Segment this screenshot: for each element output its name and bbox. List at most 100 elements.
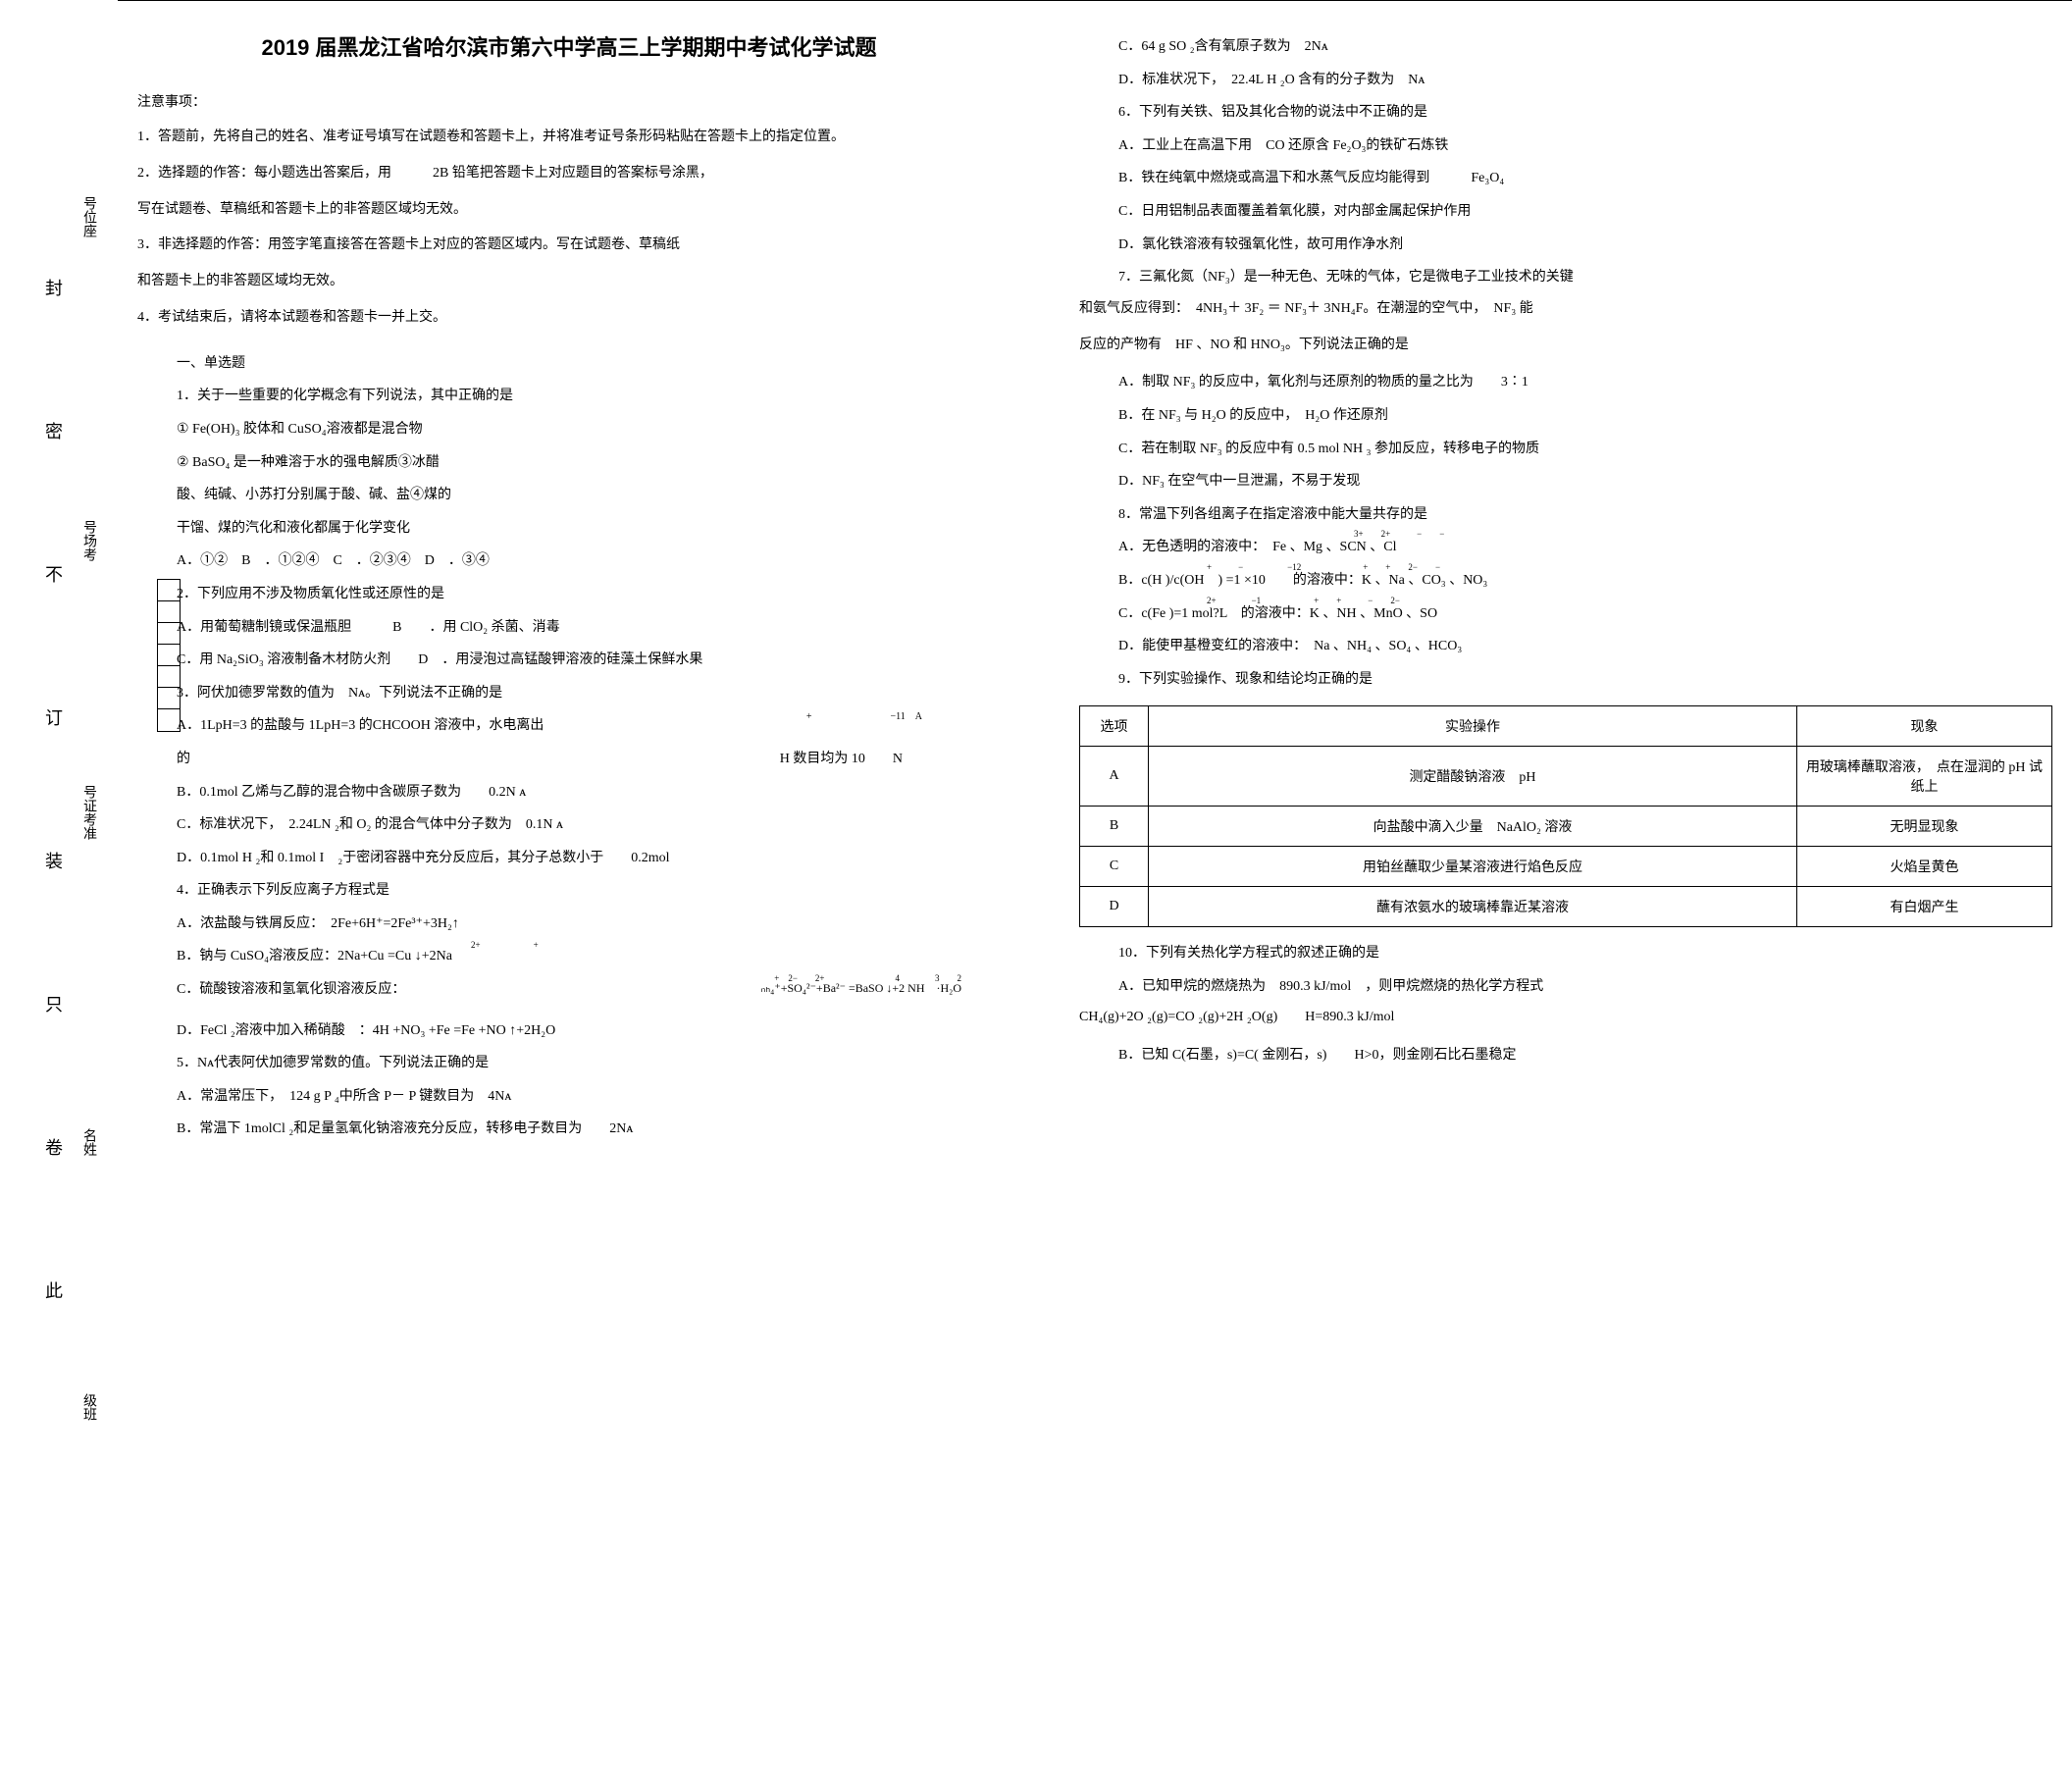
binding-char: 封 (45, 275, 63, 300)
cell: A (1080, 747, 1149, 807)
q5-opt: A．常温常压下， 124 g P ₄中所含 P－ P 键数目为 4Nᴀ (137, 1080, 1001, 1114)
class-label: 级班 (78, 1393, 98, 1421)
seat-label: 号位座 (78, 196, 98, 237)
q2-stem: 2．下列应用不涉及物质氧化性或还原性的是 (137, 578, 1001, 611)
th-operation: 实验操作 (1149, 706, 1797, 747)
page-container: 封 密 不 订 装 只 卷 此 号位座 号场考 号证考准 名姓 级班 2019 … (0, 0, 2072, 1770)
table-row: C 用铂丝蘸取少量某溶液进行焰色反应 火焰呈黄色 (1080, 847, 2052, 887)
binding-char: 此 (45, 1277, 63, 1303)
binding-column: 封 密 不 订 装 只 卷 此 (39, 0, 69, 1770)
q7-opt: B．在 NF₃ 与 H₂O 的反应中， H₂O 作还原剂 (1079, 399, 2052, 433)
exam-title: 2019 届黑龙江省哈尔滨市第六中学高三上学期期中考试化学试题 (137, 30, 1001, 62)
q8c-sup: 2+ −1 + + − 2− (1207, 594, 1400, 606)
q7-opt: A．制取 NF₃ 的反应中，氧化剂与还原剂的物质的量之比为 3∶1 (1079, 366, 2052, 399)
q3-sup: + −11 A (767, 705, 922, 729)
cell: 无明显现象 (1797, 807, 2052, 847)
q8-stem: 8．常温下列各组离子在指定溶液中能大量共存的是 (1079, 498, 2052, 532)
q8-opt: A．无色透明的溶液中： Fe 、Mg 、SCN 、Cl (1079, 531, 2052, 564)
q4-opt: B．钠与 CuSO₄溶液反应：2Na+Cu =Cu ↓+2Na (137, 940, 1001, 973)
q7-opt: C．若在制取 NF₃ 的反应中有 0.5 mol NH ₃ 参加反应，转移电子的… (1079, 433, 2052, 466)
cell: 火焰呈黄色 (1797, 847, 2052, 887)
q5-opt: B．常温下 1molCl ₂和足量氢氧化钠溶液充分反应，转移电子数目为 2Nᴀ (137, 1113, 1001, 1146)
cell: 用铂丝蘸取少量某溶液进行焰色反应 (1149, 847, 1797, 887)
q10-stem: 10．下列有关热化学方程式的叙述正确的是 (1079, 937, 2052, 970)
q8b-sup: + − −12 + + 2− − (1207, 560, 1440, 573)
section-heading: 一、单选题 (137, 347, 1001, 381)
notice-line: 写在试题卷、草稿纸和答题卡上的非答题区域均无效。 (137, 195, 1001, 226)
notice-line: 3．非选择题的作答：用签字笔直接答在答题卡上对应的答题区域内。写在试题卷、草稿纸 (137, 231, 1001, 261)
q10-eq: CH₄(g)+2O ₂(g)=CO ₂(g)+2H ₂O(g) H=890.3 … (1079, 1003, 2052, 1033)
q6-opt: C．日用铝制品表面覆盖着氧化膜，对内部金属起保护作用 (1079, 195, 2052, 229)
q10-opt: A．已知甲烷的燃烧热为 890.3 kJ/mol ，则甲烷燃烧的热化学方程式 (1079, 970, 2052, 1004)
notice-line: 和答题卡上的非答题区域均无效。 (137, 267, 1001, 297)
q7-stem: 和氨气反应得到： 4NH₃＋ 3F₂ ＝ NF₃＋ 3NH₄F。在潮湿的空气中，… (1079, 294, 2052, 325)
table-row: B 向盐酸中滴入少量 NaAlO₂ 溶液 无明显现象 (1080, 807, 2052, 847)
id-label: 号证考准 (78, 785, 98, 840)
q4-opt: D．FeCl ₂溶液中加入稀硝酸 ：4H +NO₃ +Fe =Fe +NO ↑+… (137, 1015, 1001, 1048)
q10-opt: B．已知 C(石墨，s)=C( 金刚石，s) H>0，则金刚石比石墨稳定 (1079, 1039, 2052, 1072)
binding-char: 订 (45, 704, 63, 730)
cell: 用玻璃棒蘸取溶液， 点在湿润的 pH 试纸上 (1797, 747, 2052, 807)
room-label: 号场考 (78, 520, 98, 561)
q3-stem: 3．阿伏加德罗常数的值为 Nᴀ。下列说法不正确的是 (137, 677, 1001, 710)
th-phenomenon: 现象 (1797, 706, 2052, 747)
binding-char: 不 (45, 561, 63, 587)
table-row: A 测定醋酸钠溶液 pH 用玻璃棒蘸取溶液， 点在湿润的 pH 试纸上 (1080, 747, 2052, 807)
q3-opt-cont: 的 H 数目均为 10 N (137, 743, 1001, 776)
q6-opt: B．铁在纯氧中燃烧或高温下和水蒸气反应均能得到 Fe₃O₄ (1079, 162, 2052, 195)
cell: B (1080, 807, 1149, 847)
q4c-sup: + 2− 2+ 4 3 2 (774, 971, 961, 984)
q3a2: 的 (177, 743, 190, 776)
q1-item: 干馏、煤的汽化和液化都属于化学变化 (137, 512, 1001, 546)
notice-line: 2．选择题的作答：每小题选出答案后，用 2B 铅笔把答题卡上对应题目的答案标号涂… (137, 159, 1001, 189)
q4-stem: 4．正确表示下列反应离子方程式是 (137, 874, 1001, 908)
q5-opt: D．标准状况下， 22.4L H ₂O 含有的分子数为 Nᴀ (1079, 64, 2052, 97)
notice-heading: 注意事项： (137, 91, 1001, 111)
table-header-row: 选项 实验操作 现象 (1080, 706, 2052, 747)
q4-opt: A．浓盐酸与铁屑反应： 2Fe+6H⁺=2Fe³⁺+3H₂↑ (137, 908, 1001, 941)
left-binding-margin: 封 密 不 订 装 只 卷 此 号位座 号场考 号证考准 名姓 级班 (0, 0, 118, 1770)
q3-opt: B．0.1mol 乙烯与乙醇的混合物中含碳原子数为 0.2N ᴀ (137, 776, 1001, 809)
q4b-sup: 2+ + (471, 938, 539, 951)
q7-stem: 7．三氟化氮（NF₃）是一种无色、无味的气体，它是微电子工业技术的关键 (1079, 261, 2052, 294)
q8a-sup: 3+ 2+ − − (1354, 527, 1444, 540)
cell: D (1080, 887, 1149, 927)
table-row: D 蘸有浓氨水的玻璃棒靠近某溶液 有白烟产生 (1080, 887, 2052, 927)
notice-line: 1．答题前，先将自己的姓名、准考证号填写在试题卷和答题卡上，并将准考证号条形码粘… (137, 123, 1001, 153)
q6-opt: D．氯化铁溶液有较强氧化性，故可用作净水剂 (1079, 229, 2052, 262)
label-column: 号位座 号场考 号证考准 名姓 级班 (78, 0, 118, 1770)
q1-item: ② BaSO₄ 是一种难溶于水的强电解质③冰醋 (137, 446, 1001, 480)
q1-item: 酸、纯碱、小苏打分别属于酸、碱、盐④煤的 (137, 479, 1001, 512)
q5-opt: C．64 g SO ₂含有氧原子数为 2Nᴀ (1079, 30, 2052, 64)
q2-opt: C．用 Na₂SiO₃ 溶液制备木材防火剂 D ．用浸泡过高锰酸钾溶液的硅藻土保… (137, 644, 1001, 677)
cell: 有白烟产生 (1797, 887, 2052, 927)
q7-opt: D．NF₃ 在空气中一旦泄漏，不易于发现 (1079, 465, 2052, 498)
q9-table: 选项 实验操作 现象 A 测定醋酸钠溶液 pH 用玻璃棒蘸取溶液， 点在湿润的 … (1079, 705, 2052, 927)
binding-char: 只 (45, 991, 63, 1016)
q3-opt: C．标准状况下， 2.24LN ₂和 O₂ 的混合气体中分子数为 0.1N ᴀ (137, 808, 1001, 842)
notice-line: 4．考试结束后，请将本试题卷和答题卡一并上交。 (137, 303, 1001, 334)
cell: C (1080, 847, 1149, 887)
cell: 蘸有浓氨水的玻璃棒靠近某溶液 (1149, 887, 1797, 927)
binding-char: 密 (45, 418, 63, 443)
binding-char: 卷 (45, 1134, 63, 1160)
q7-stem: 反应的产物有 HF 、NO 和 HNO₃。下列说法正确的是 (1079, 331, 2052, 361)
cell: 测定醋酸钠溶液 pH (1149, 747, 1797, 807)
q6-stem: 6．下列有关铁、铝及其化合物的说法中不正确的是 (1079, 96, 2052, 130)
cell: 向盐酸中滴入少量 NaAlO₂ 溶液 (1149, 807, 1797, 847)
right-page: C．64 g SO ₂含有氧原子数为 2Nᴀ D．标准状况下， 22.4L H … (1040, 0, 2072, 1770)
left-page: 2019 届黑龙江省哈尔滨市第六中学高三上学期期中考试化学试题 注意事项： 1．… (118, 0, 1040, 1770)
q2-opt: A．用葡萄糖制镜或保温瓶胆 B ．用 ClO₂ 杀菌、消毒 (137, 611, 1001, 645)
name-label: 名姓 (78, 1128, 98, 1156)
q8-opt: D．能使甲基橙变红的溶液中： Na 、NH₄ 、SO₄ 、HCO₃ (1079, 630, 2052, 663)
q1-item: ① Fe(OH)₃ 胶体和 CuSO₄溶液都是混合物 (137, 413, 1001, 446)
q3a3: H 数目均为 10 N (780, 743, 903, 776)
q3a-text: A．1LpH=3 的盐酸与 1LpH=3 的CHCOOH 溶液中，水电离出 (177, 718, 544, 733)
q9-stem: 9．下列实验操作、现象和结论均正确的是 (1079, 663, 2052, 697)
q1-stem: 1．关于一些重要的化学概念有下列说法，其中正确的是 (137, 380, 1001, 413)
q5-stem: 5．Nᴀ代表阿伏加德罗常数的值。下列说法正确的是 (137, 1047, 1001, 1080)
q1-options: A．①② B ．①②④ C ．②③④ D ．③④ (137, 545, 1001, 578)
th-option: 选项 (1080, 706, 1149, 747)
q3-opt: D．0.1mol H ₂和 0.1mol I ₂于密闭容器中充分反应后，其分子总… (137, 842, 1001, 875)
binding-char: 装 (45, 848, 63, 873)
